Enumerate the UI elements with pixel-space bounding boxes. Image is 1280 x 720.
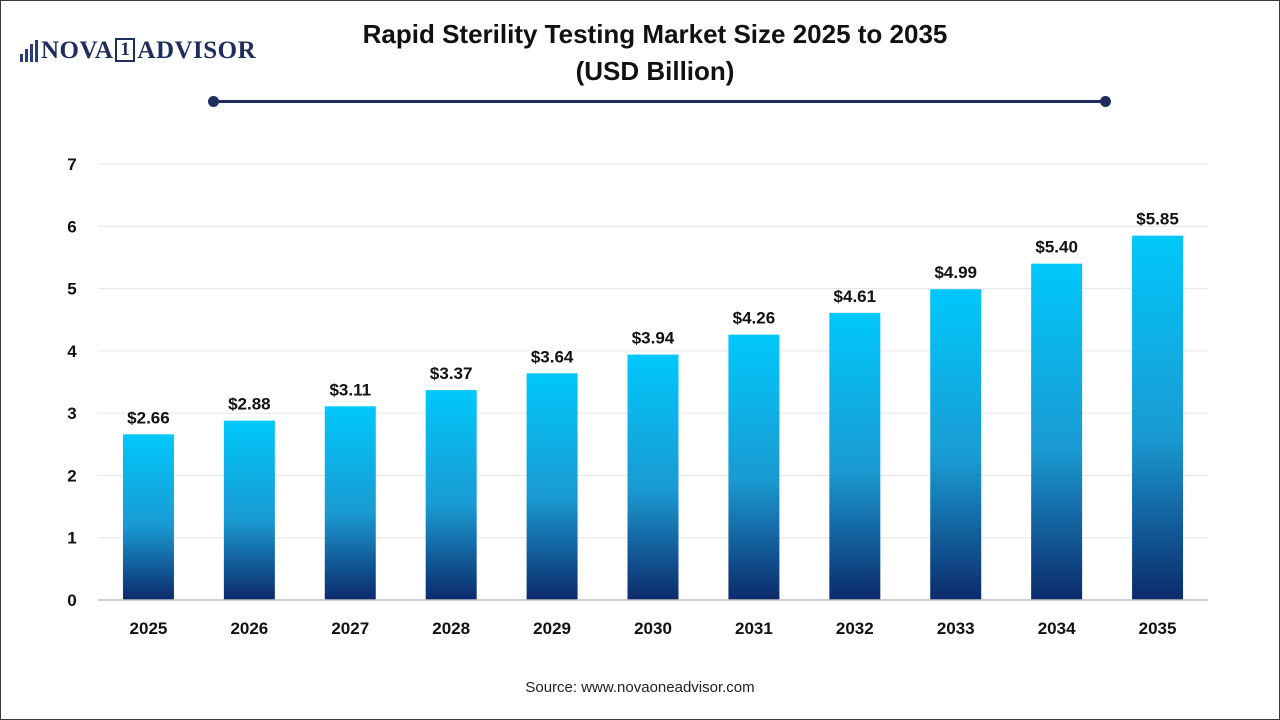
y-axis-ticks: 0 1 2 3 4 5 6 7: [67, 155, 77, 610]
source-note: Source: www.novaoneadvisor.com: [525, 679, 755, 696]
x-tick-label: 2035: [1139, 619, 1177, 638]
bar: [425, 390, 477, 600]
bar-value-label: $5.85: [1136, 210, 1179, 229]
bar: [1031, 263, 1083, 600]
chart-title-line1: Rapid Sterility Testing Market Size 2025…: [362, 19, 948, 49]
bar: [324, 406, 376, 600]
logo-bars-icon: [20, 40, 38, 62]
y-tick-label: 5: [67, 280, 76, 299]
bar-value-label: $3.94: [632, 329, 675, 348]
x-tick-label: 2027: [331, 619, 369, 638]
bar: [930, 289, 982, 600]
x-tick-label: 2031: [735, 619, 773, 638]
bar-value-label: $3.64: [531, 347, 574, 366]
x-tick-label: 2028: [432, 619, 470, 638]
chart-title-line2: (USD Billion): [575, 56, 735, 86]
y-tick-label: 6: [67, 217, 76, 236]
bar-value-label: $4.61: [834, 287, 877, 306]
bar-value-label: $5.40: [1035, 238, 1078, 257]
bar-value-label: $4.99: [934, 263, 977, 282]
x-tick-label: 2029: [533, 619, 571, 638]
bar: [1132, 235, 1184, 600]
y-tick-label: 2: [67, 466, 76, 485]
nova-advisor-logo: NOVA 1 ADVISOR: [20, 36, 256, 66]
logo-text-advisor: ADVISOR: [137, 37, 257, 64]
x-tick-label: 2026: [230, 619, 268, 638]
x-tick-label: 2030: [634, 619, 672, 638]
bar: [223, 420, 275, 600]
title-divider: [208, 96, 1111, 107]
logo-text-box: 1: [115, 38, 136, 62]
y-tick-label: 3: [67, 404, 76, 423]
bar: [526, 373, 578, 600]
bar-value-label: $3.37: [430, 364, 473, 383]
x-tick-label: 2025: [130, 619, 168, 638]
bars: [122, 235, 1184, 600]
y-tick-label: 7: [67, 155, 76, 174]
y-tick-label: 1: [67, 529, 76, 548]
x-tick-label: 2032: [836, 619, 874, 638]
bar: [122, 434, 174, 600]
bar-value-label: $2.66: [127, 408, 170, 427]
bar-value-label: $4.26: [733, 309, 776, 328]
y-tick-label: 4: [67, 342, 77, 361]
value-labels: $2.66 $2.88 $3.11 $3.37 $3.64 $3.94 $4.26 $4.61…: [127, 210, 1179, 428]
chart-title: Rapid Sterility Testing Market Size 2025…: [250, 16, 1060, 90]
x-axis-ticks: 2025 2026 2027 2028 2029 2030 2031 2032 2033 2034…: [130, 619, 1177, 638]
x-tick-label: 2034: [1038, 619, 1076, 638]
bar: [829, 312, 881, 600]
bar-value-label: $3.11: [329, 380, 371, 399]
x-tick-label: 2033: [937, 619, 975, 638]
logo-text-nova: NOVA: [41, 37, 114, 64]
bar-value-label: $2.88: [228, 395, 271, 414]
bar: [627, 354, 679, 600]
y-tick-label: 0: [67, 591, 76, 610]
bar: [728, 334, 780, 600]
